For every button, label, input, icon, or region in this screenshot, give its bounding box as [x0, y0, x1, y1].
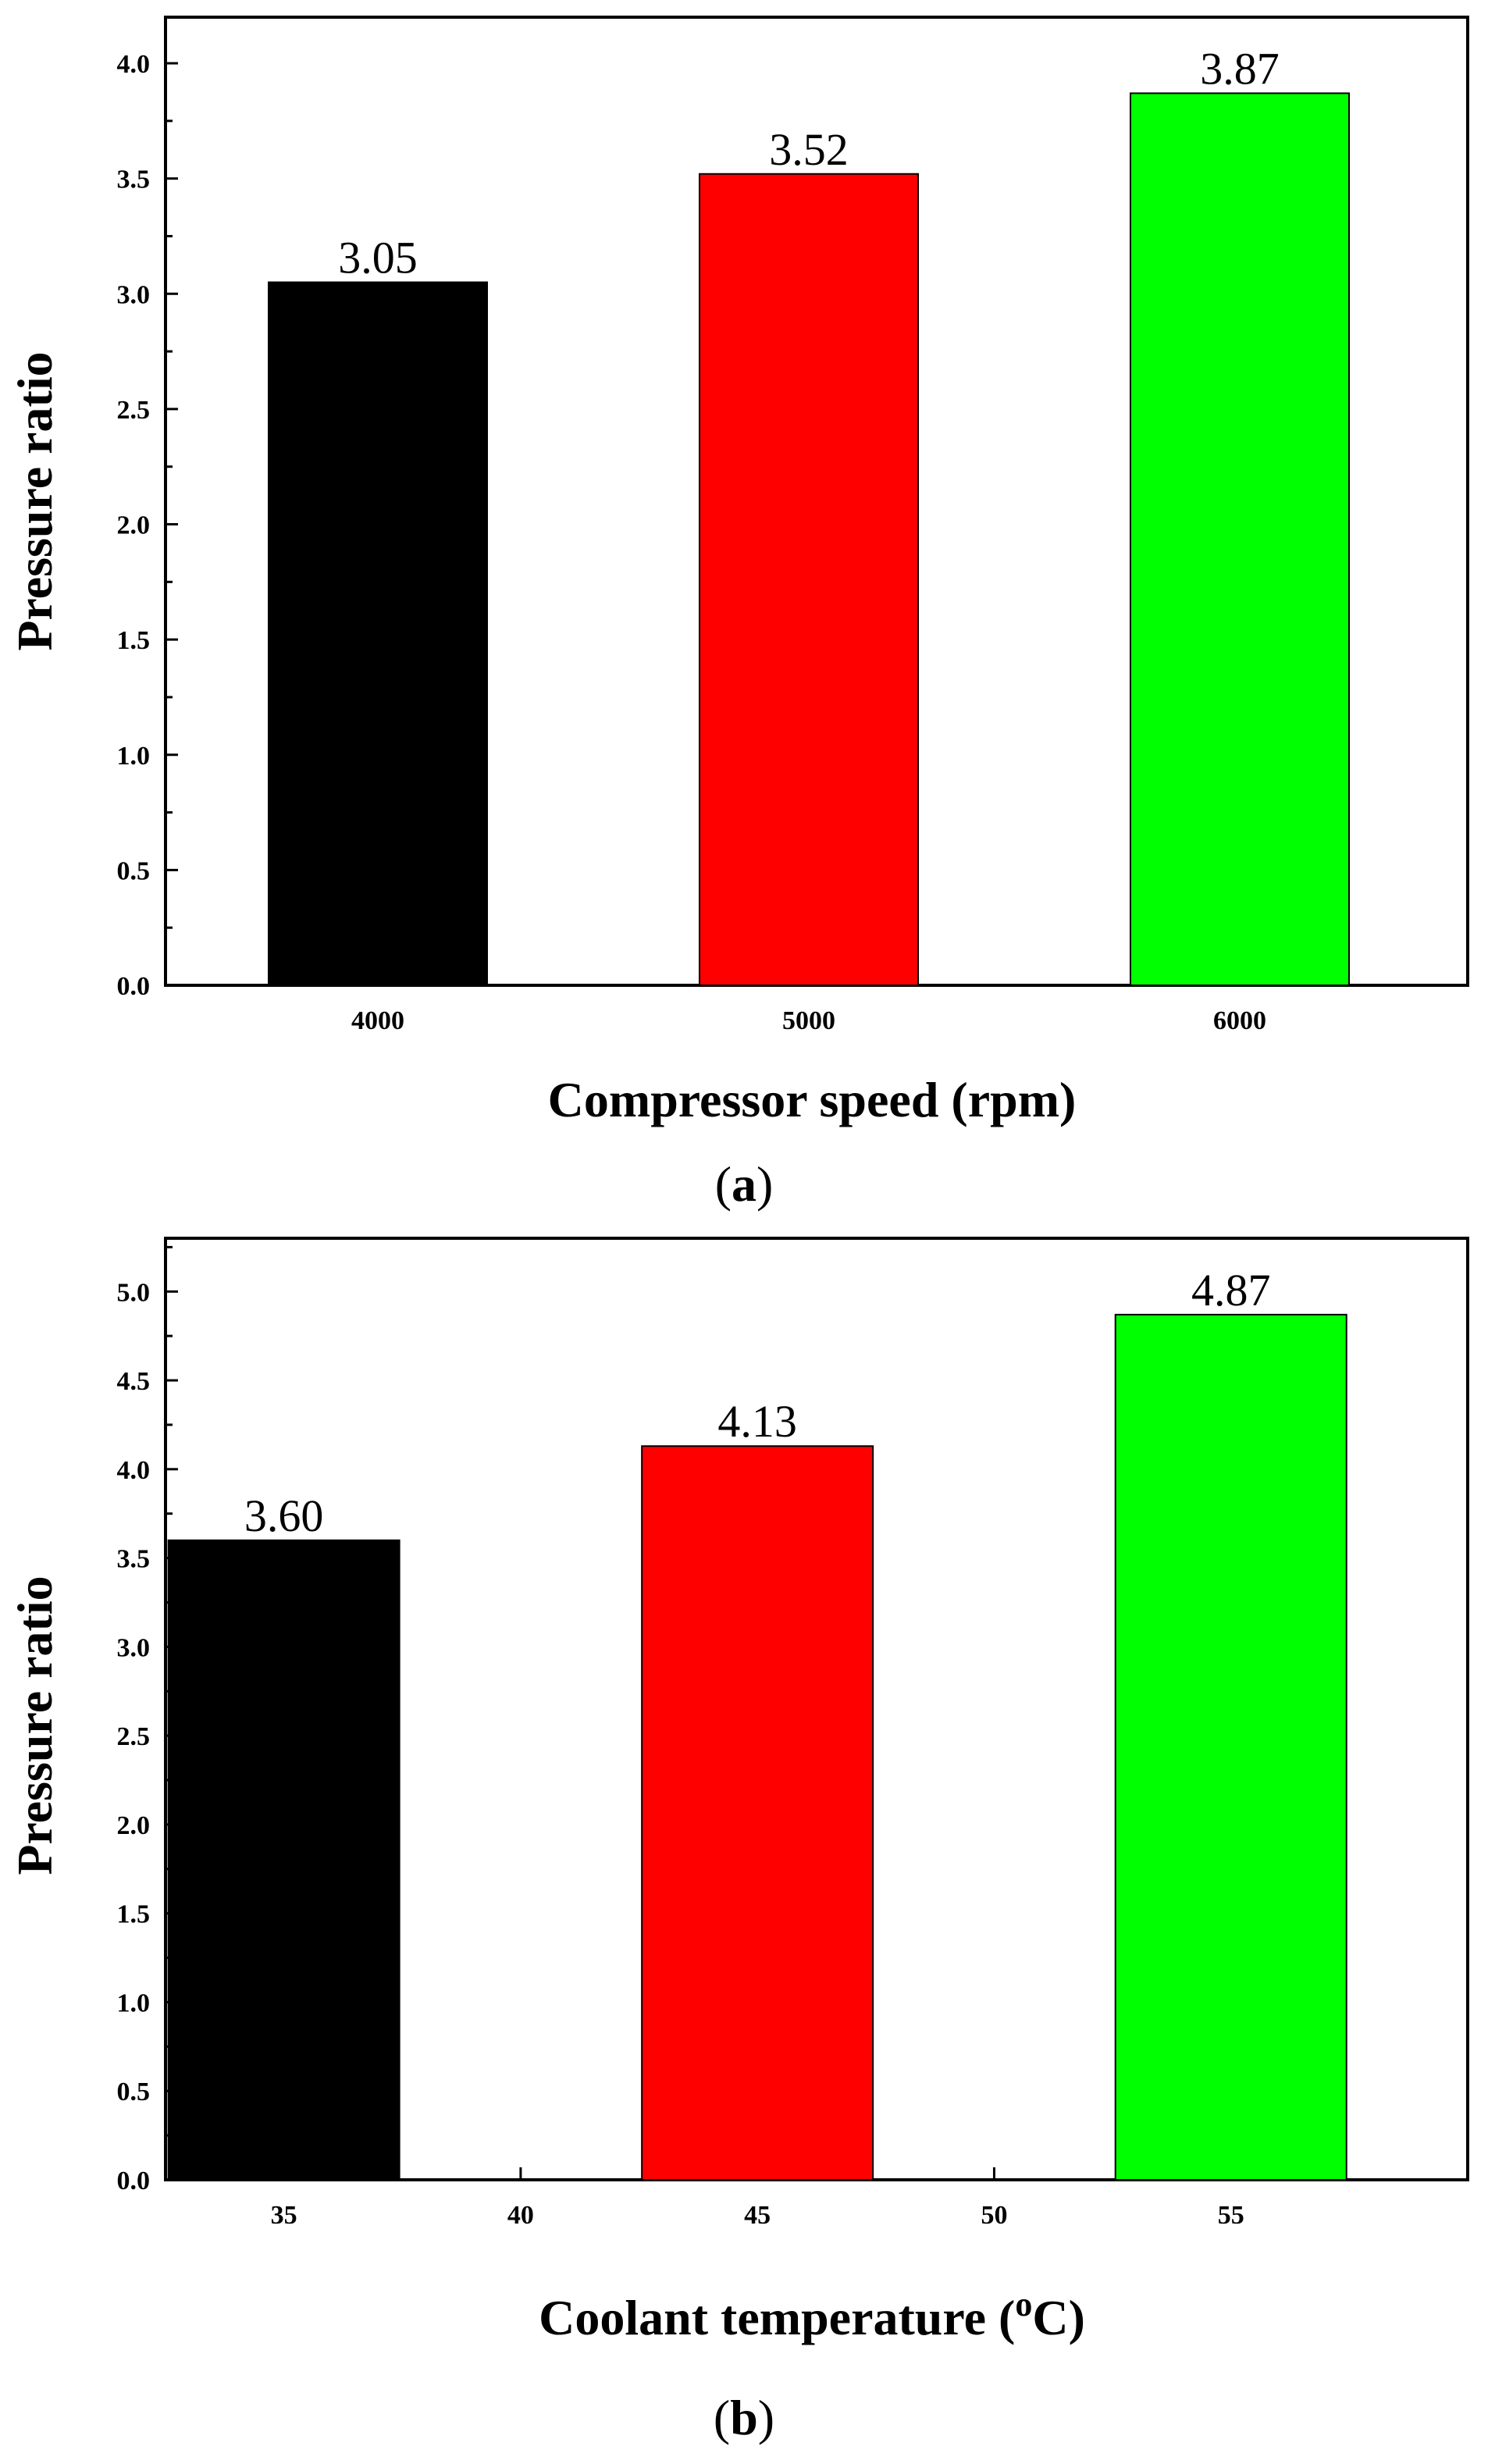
- x-axis-title-b-suffix: C): [1032, 2290, 1085, 2345]
- bars-a: 3.05 3.52 3.87: [268, 43, 1350, 986]
- x-axis-title-b: Coolant temperature (oC): [539, 2285, 1085, 2345]
- x-tick-label: 50: [981, 2201, 1007, 2230]
- y-tick-label: 0.5: [117, 2078, 151, 2106]
- bar-35: [167, 1539, 400, 2181]
- data-label-35: 3.60: [244, 1490, 324, 1541]
- x-tick-label: 5000: [782, 1006, 835, 1035]
- y-axis-title-b: Pressure ratio: [7, 1576, 62, 1875]
- data-label-55: 4.87: [1191, 1265, 1271, 1316]
- panel-label-b: (b): [714, 2390, 774, 2445]
- y-tick-label: 4.0: [117, 50, 151, 79]
- y-axis-ticks-a: 0.0 0.5 1.0 1.5 2.0 2.5 3.0 3.5 4.0: [117, 50, 178, 1001]
- chart-panel-b: 0.0 0.5 1.0 1.5 2.0 2.5 3.0 3.5 4.0 4.5 5.0 35 40 45…: [7, 1237, 1469, 2445]
- bar-6000: [1130, 92, 1350, 986]
- bar-55: [1114, 1313, 1347, 2181]
- y-tick-label: 1.0: [117, 1989, 151, 2017]
- x-axis-title-a: Compressor speed (rpm): [548, 1072, 1077, 1127]
- y-tick-label: 0.0: [117, 2167, 151, 2195]
- y-tick-label: 4.0: [117, 1456, 151, 1485]
- data-label-5000: 3.52: [769, 124, 849, 175]
- y-tick-label: 3.5: [117, 166, 151, 194]
- y-tick-label: 2.5: [117, 396, 151, 425]
- data-label-6000: 3.87: [1200, 43, 1280, 94]
- y-tick-label: 0.0: [117, 972, 151, 1001]
- y-tick-label: 1.5: [117, 626, 151, 655]
- panel-label-a: (a): [715, 1156, 774, 1212]
- panel-label-a-letter: a: [732, 1156, 756, 1212]
- bars-b: 3.60 4.13 4.87: [167, 1265, 1347, 2181]
- data-label-45: 4.13: [717, 1396, 797, 1447]
- bar-45: [641, 1445, 874, 2181]
- y-tick-label: 1.0: [117, 742, 151, 771]
- panel-label-b-letter: b: [730, 2390, 758, 2445]
- x-tick-label: 40: [507, 2201, 534, 2230]
- x-tick-label: 4000: [351, 1006, 404, 1035]
- y-axis-ticks-b: 0.0 0.5 1.0 1.5 2.0 2.5 3.0 3.5 4.0 4.5 5.0: [117, 1245, 178, 2195]
- y-tick-label: 2.0: [117, 511, 151, 540]
- x-tick-label: 55: [1218, 2201, 1244, 2230]
- y-tick-label: 3.0: [117, 1633, 151, 1662]
- y-tick-label: 4.5: [117, 1367, 151, 1396]
- y-tick-label: 2.0: [117, 1811, 151, 1840]
- y-tick-label: 5.0: [117, 1278, 151, 1307]
- y-tick-label: 3.5: [117, 1545, 151, 1574]
- data-label-4000: 3.05: [338, 233, 418, 283]
- y-axis-title-a: Pressure ratio: [7, 351, 62, 650]
- y-tick-label: 2.5: [117, 1722, 151, 1751]
- x-tick-label: 6000: [1213, 1006, 1266, 1035]
- y-tick-label: 1.5: [117, 1900, 151, 1929]
- x-tick-label: 45: [744, 2201, 771, 2230]
- chart-panel-a: 0.0 0.5 1.0 1.5 2.0 2.5 3.0 3.5 4.0 4000 5000 6000…: [7, 16, 1469, 1212]
- x-axis-title-b-prefix: Coolant temperature (: [539, 2290, 1015, 2345]
- y-tick-label: 3.0: [117, 280, 151, 309]
- y-tick-label: 0.5: [117, 856, 151, 885]
- bar-5000: [699, 173, 919, 986]
- bar-4000: [268, 281, 488, 986]
- x-axis-title-b-superscript: o: [1015, 2285, 1032, 2323]
- x-tick-label: 35: [271, 2201, 297, 2230]
